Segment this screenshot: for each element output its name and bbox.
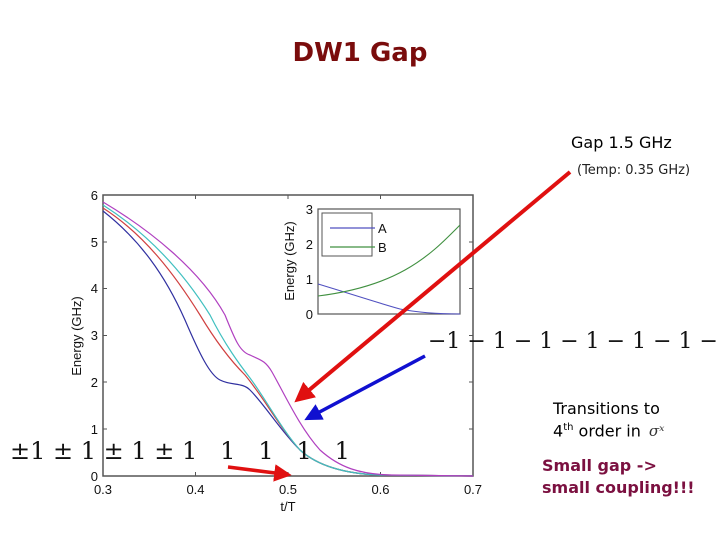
- y-tick: 5: [91, 235, 98, 250]
- gap-label: Gap 1.5 GHz: [571, 133, 672, 152]
- inset-series-b: [317, 224, 461, 297]
- y-tick: 3: [91, 328, 98, 343]
- x-tick: 0.5: [279, 482, 297, 497]
- y-tick: 0: [91, 469, 98, 484]
- main-axes: 0 1 2 3 4 5 6 0.3 0.4 0.5 0.6 0.7 t/T En…: [69, 188, 482, 514]
- emphasis-line-2: small coupling!!!: [542, 478, 695, 497]
- y-tick: 2: [91, 375, 98, 390]
- y-tick: 1: [91, 422, 98, 437]
- spin-config-bottom: ±1 ± 1 ± 1 ± 1 1 1 1 1: [10, 437, 350, 465]
- x-tick: 0.4: [186, 482, 204, 497]
- emphasis-line-1: Small gap ->: [542, 456, 657, 475]
- x-tick: 0.3: [94, 482, 112, 497]
- gap-arrow-red: [294, 170, 572, 403]
- config-arrow-red: [227, 464, 292, 482]
- series-magenta: [102, 201, 474, 477]
- y-axis-label: Energy (GHz): [69, 296, 84, 375]
- inset-y-tick: 3: [306, 202, 313, 217]
- inset-y-tick: 2: [306, 237, 313, 252]
- y-tick: 4: [91, 281, 98, 296]
- note-order-text: order in: [573, 421, 641, 441]
- x-axis-label: t/T: [280, 499, 295, 514]
- inset-y-tick: 1: [306, 272, 313, 287]
- x-tick: 0.6: [371, 482, 389, 497]
- emphasis-note: Small gap -> small coupling!!!: [542, 455, 695, 499]
- series-cyan: [102, 204, 474, 477]
- y-tick: 6: [91, 188, 98, 203]
- legend-label-b: B: [378, 240, 387, 255]
- inset-legend: [321, 212, 373, 257]
- slide-title: DW1 Gap: [292, 38, 428, 68]
- note-order-suffix: th: [563, 422, 574, 433]
- note-line-1: Transitions to: [553, 399, 660, 418]
- x-tick: 0.7: [464, 482, 482, 497]
- legend-label-a: A: [378, 221, 387, 236]
- transition-note: Transitions to 4th order in σˣ: [553, 399, 664, 441]
- sigma-x-symbol: σˣ: [648, 422, 665, 441]
- inset-axes: 0 1 2 3 Energy (GHz) A B: [282, 202, 461, 322]
- main-curves: [102, 201, 474, 477]
- note-line-2: 4th order in σˣ: [553, 418, 664, 441]
- note-order-number: 4: [553, 421, 564, 441]
- inset-y-tick: 0: [306, 307, 313, 322]
- inset-series-a: [317, 283, 461, 315]
- spin-config-top: −1 − 1 − 1 − 1 − 1 − 1 − 1: [428, 329, 720, 354]
- temperature-label: (Temp: 0.35 GHz): [577, 163, 691, 178]
- transition-arrow-blue: [304, 354, 426, 421]
- inset-y-axis-label: Energy (GHz): [282, 221, 297, 300]
